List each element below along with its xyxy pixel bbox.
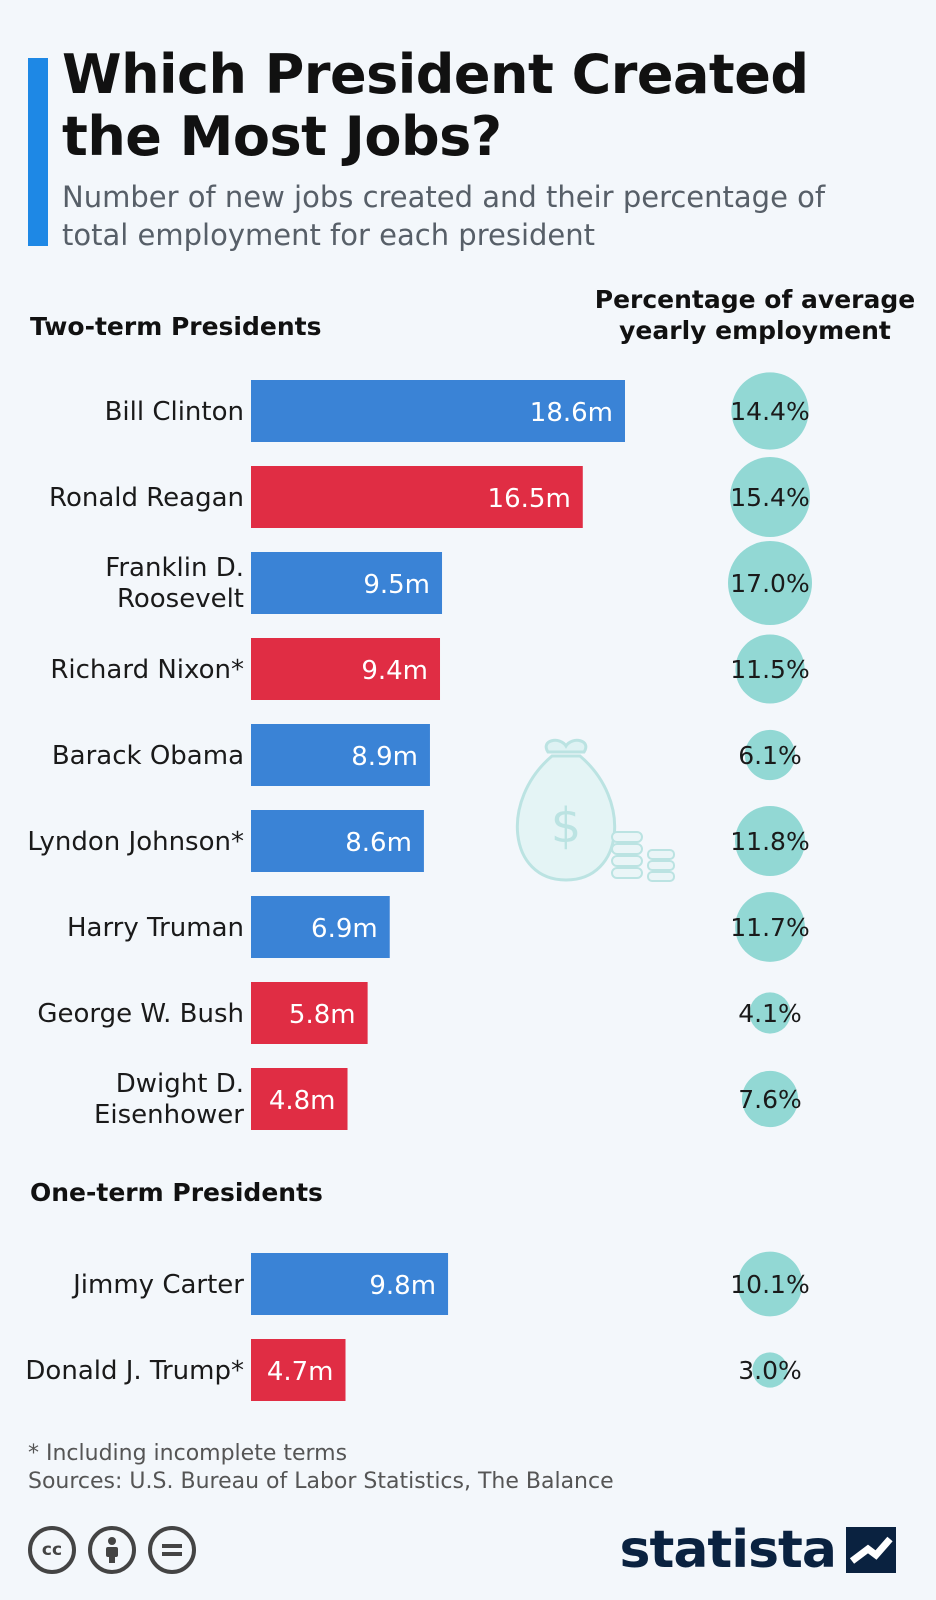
percentage-bubble (749, 992, 791, 1034)
percentage-bubble (752, 1352, 788, 1388)
percentage-value-label: 6.1% (738, 741, 802, 770)
jobs-bar (251, 1253, 449, 1315)
footnote: * Including incomplete terms (28, 1441, 348, 1466)
jobs-value-label: 8.9m (351, 742, 418, 772)
creative-commons-icon[interactable]: cc (28, 1526, 76, 1574)
money-bag-icon: $ (515, 738, 675, 882)
president-name-label: Ronald Reagan (49, 483, 244, 513)
chart-subtitle: Number of new jobs created and their per… (62, 180, 826, 252)
percentage-bubble (730, 457, 810, 537)
jobs-value-label: 8.6m (345, 828, 412, 858)
statista-mark-icon (846, 1527, 896, 1573)
percentage-value-label: 7.6% (738, 1085, 802, 1114)
percentage-value-label: 10.1% (730, 1270, 809, 1299)
percentage-value-label: 11.7% (730, 913, 809, 942)
jobs-bar (251, 380, 625, 442)
section-label-two-term: Two-term Presidents (30, 312, 322, 341)
percentage-bubble (731, 372, 809, 450)
source-note: Sources: U.S. Bureau of Labor Statistics… (28, 1469, 614, 1494)
jobs-value-label: 4.8m (269, 1086, 336, 1116)
percentage-value-label: 11.8% (730, 827, 809, 856)
jobs-bar (251, 810, 424, 872)
jobs-bar (251, 982, 368, 1044)
percentage-bubble (737, 1251, 803, 1317)
president-name-label: Franklin D. Roosevelt (105, 553, 244, 614)
section-label-one-term: One-term Presidents (30, 1178, 323, 1207)
jobs-value-label: 16.5m (488, 484, 571, 514)
percentage-bubble (735, 892, 805, 962)
license-icons: cc (28, 1526, 196, 1574)
title-accent-bar (28, 58, 48, 246)
jobs-bar (251, 1068, 348, 1130)
president-name-label: Lyndon Johnson* (27, 827, 244, 857)
president-name-label: George W. Bush (37, 999, 244, 1029)
percentage-value-label: 14.4% (730, 397, 809, 426)
jobs-bar (251, 466, 583, 528)
percentage-bubble (744, 729, 796, 781)
president-name-label: Bill Clinton (105, 397, 244, 427)
jobs-bar (251, 552, 443, 614)
jobs-bar (251, 1339, 346, 1401)
jobs-value-label: 9.8m (369, 1271, 436, 1301)
attribution-icon[interactable] (88, 1526, 136, 1574)
statista-logo[interactable]: statista (620, 1520, 896, 1580)
percentage-bubble (735, 806, 805, 876)
percentage-bubble (735, 634, 805, 704)
jobs-value-label: 18.6m (530, 398, 613, 428)
jobs-bar (251, 896, 390, 958)
svg-text:$: $ (551, 798, 582, 854)
jobs-value-label: 6.9m (311, 914, 378, 944)
percentage-value-label: 11.5% (730, 655, 809, 684)
jobs-chart: $ Bill Clinton 18.6m 14.4% Ronald Reagan 16.5… (25, 372, 812, 1401)
brand-wordmark: statista (619, 1520, 837, 1580)
jobs-bar (251, 724, 430, 786)
chart-title: Which President Created the Most Jobs? (62, 43, 809, 168)
jobs-bar (251, 638, 441, 700)
percentage-value-label: 17.0% (730, 569, 809, 598)
jobs-value-label: 5.8m (289, 1000, 356, 1030)
president-name-label: Richard Nixon* (50, 655, 244, 685)
percentage-value-label: 4.1% (738, 999, 802, 1028)
president-name-label: Barack Obama (52, 741, 244, 771)
percentage-column-header: Percentage of average yearly employment (594, 285, 916, 345)
jobs-value-label: 9.4m (361, 656, 428, 686)
jobs-value-label: 4.7m (267, 1357, 334, 1387)
president-name-label: Jimmy Carter (71, 1270, 244, 1300)
percentage-value-label: 3.0% (738, 1356, 802, 1385)
president-name-label: Harry Truman (67, 913, 244, 943)
percentage-value-label: 15.4% (730, 483, 809, 512)
percentage-bubble (728, 541, 812, 625)
jobs-value-label: 9.5m (363, 570, 430, 600)
percentage-bubble (741, 1070, 799, 1128)
no-derivatives-icon[interactable] (148, 1526, 196, 1574)
president-name-label: Dwight D. Eisenhower (94, 1069, 244, 1130)
president-name-label: Donald J. Trump* (25, 1356, 244, 1386)
